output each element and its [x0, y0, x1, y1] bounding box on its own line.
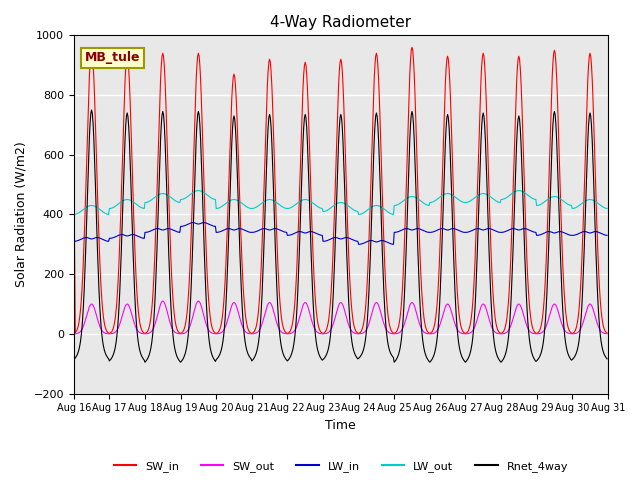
Title: 4-Way Radiometer: 4-Way Radiometer: [270, 15, 412, 30]
Text: MB_tule: MB_tule: [84, 51, 140, 64]
Y-axis label: Solar Radiation (W/m2): Solar Radiation (W/m2): [15, 142, 28, 288]
Legend: SW_in, SW_out, LW_in, LW_out, Rnet_4way: SW_in, SW_out, LW_in, LW_out, Rnet_4way: [109, 456, 572, 476]
X-axis label: Time: Time: [325, 419, 356, 432]
